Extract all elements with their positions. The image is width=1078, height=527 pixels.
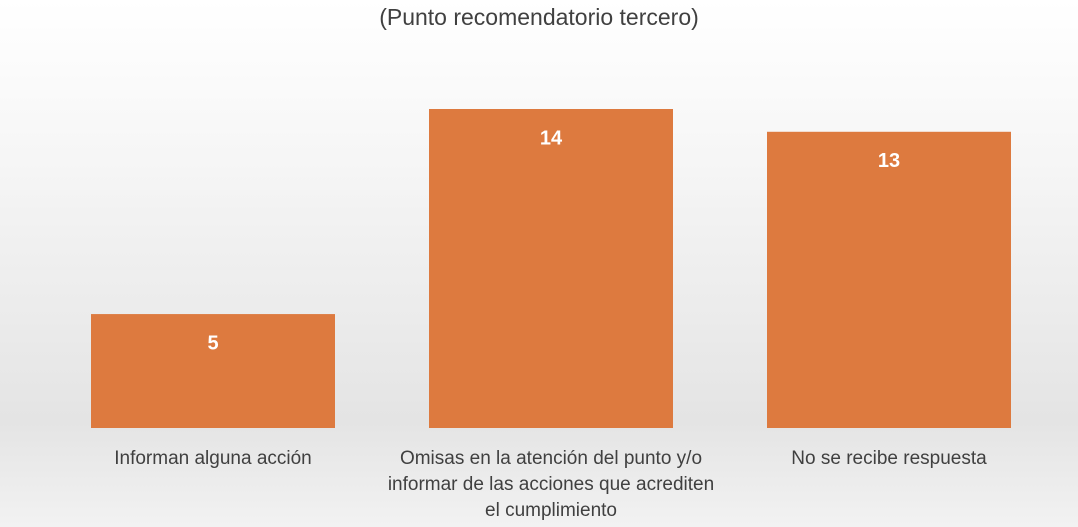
bar — [429, 109, 673, 428]
x-tick-label: Omisas en la atención del punto y/o info… — [387, 448, 715, 521]
value-label: 13 — [878, 150, 900, 172]
bar — [767, 131, 1011, 429]
x-tick-label: No se recibe respuesta — [791, 448, 987, 469]
x-tick-label: Informan alguna acción — [114, 448, 312, 469]
chart-title: (Punto recomendatorio tercero) — [379, 4, 699, 30]
value-label: 14 — [540, 127, 563, 149]
value-label: 5 — [207, 332, 218, 354]
bar — [91, 314, 335, 428]
